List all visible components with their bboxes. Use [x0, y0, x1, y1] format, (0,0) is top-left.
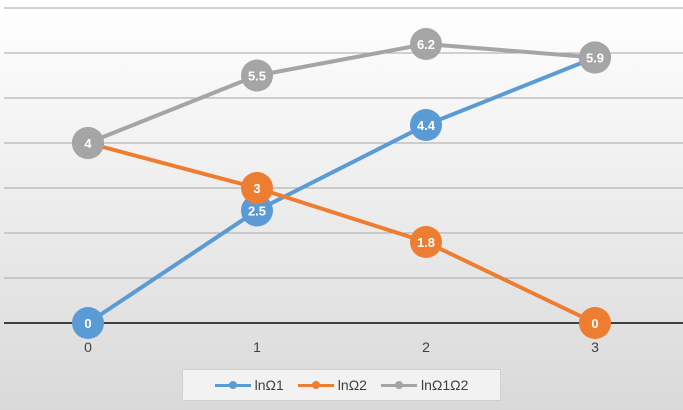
- data-label: 6.2: [417, 37, 435, 52]
- x-tick-label: 1: [253, 339, 261, 355]
- data-label: 2.5: [248, 204, 266, 219]
- data-point: [579, 307, 611, 339]
- data-label: 4.4: [417, 118, 436, 133]
- legend-label: lnΩ1: [254, 377, 284, 393]
- series-line: [87, 42, 596, 145]
- legend-item: lnΩ2: [297, 377, 367, 393]
- legend-swatch: [297, 379, 334, 391]
- x-tick-label: 3: [591, 339, 599, 355]
- data-label: 0: [591, 316, 598, 331]
- data-point: [410, 109, 442, 141]
- x-tick-label: 0: [84, 339, 92, 355]
- data-point: [410, 28, 442, 60]
- legend: lnΩ1 lnΩ2 lnΩ1Ω2: [182, 369, 501, 401]
- legend-item: lnΩ1Ω2: [380, 377, 469, 393]
- data-label: 0: [84, 316, 91, 331]
- data-label: 1.8: [417, 235, 435, 250]
- data-label: 4: [84, 136, 92, 151]
- legend-item: lnΩ1: [214, 377, 284, 393]
- data-label: 5.9: [586, 51, 604, 66]
- legend-label: lnΩ1Ω2: [420, 377, 469, 393]
- data-point: [579, 41, 611, 74]
- series-line: [87, 141, 596, 325]
- legend-label: lnΩ2: [337, 377, 367, 393]
- data-point: [241, 194, 273, 227]
- data-label: 5.5: [248, 69, 266, 84]
- data-label: 3: [253, 181, 260, 196]
- data-point: [241, 172, 273, 204]
- series-line: [86, 55, 596, 325]
- data-point: [72, 307, 104, 339]
- legend-swatch: [214, 379, 251, 391]
- data-point: [241, 59, 273, 92]
- x-tick-label: 2: [422, 339, 430, 355]
- data-point: [72, 127, 104, 159]
- legend-swatch: [380, 379, 417, 391]
- data-point: [410, 226, 442, 258]
